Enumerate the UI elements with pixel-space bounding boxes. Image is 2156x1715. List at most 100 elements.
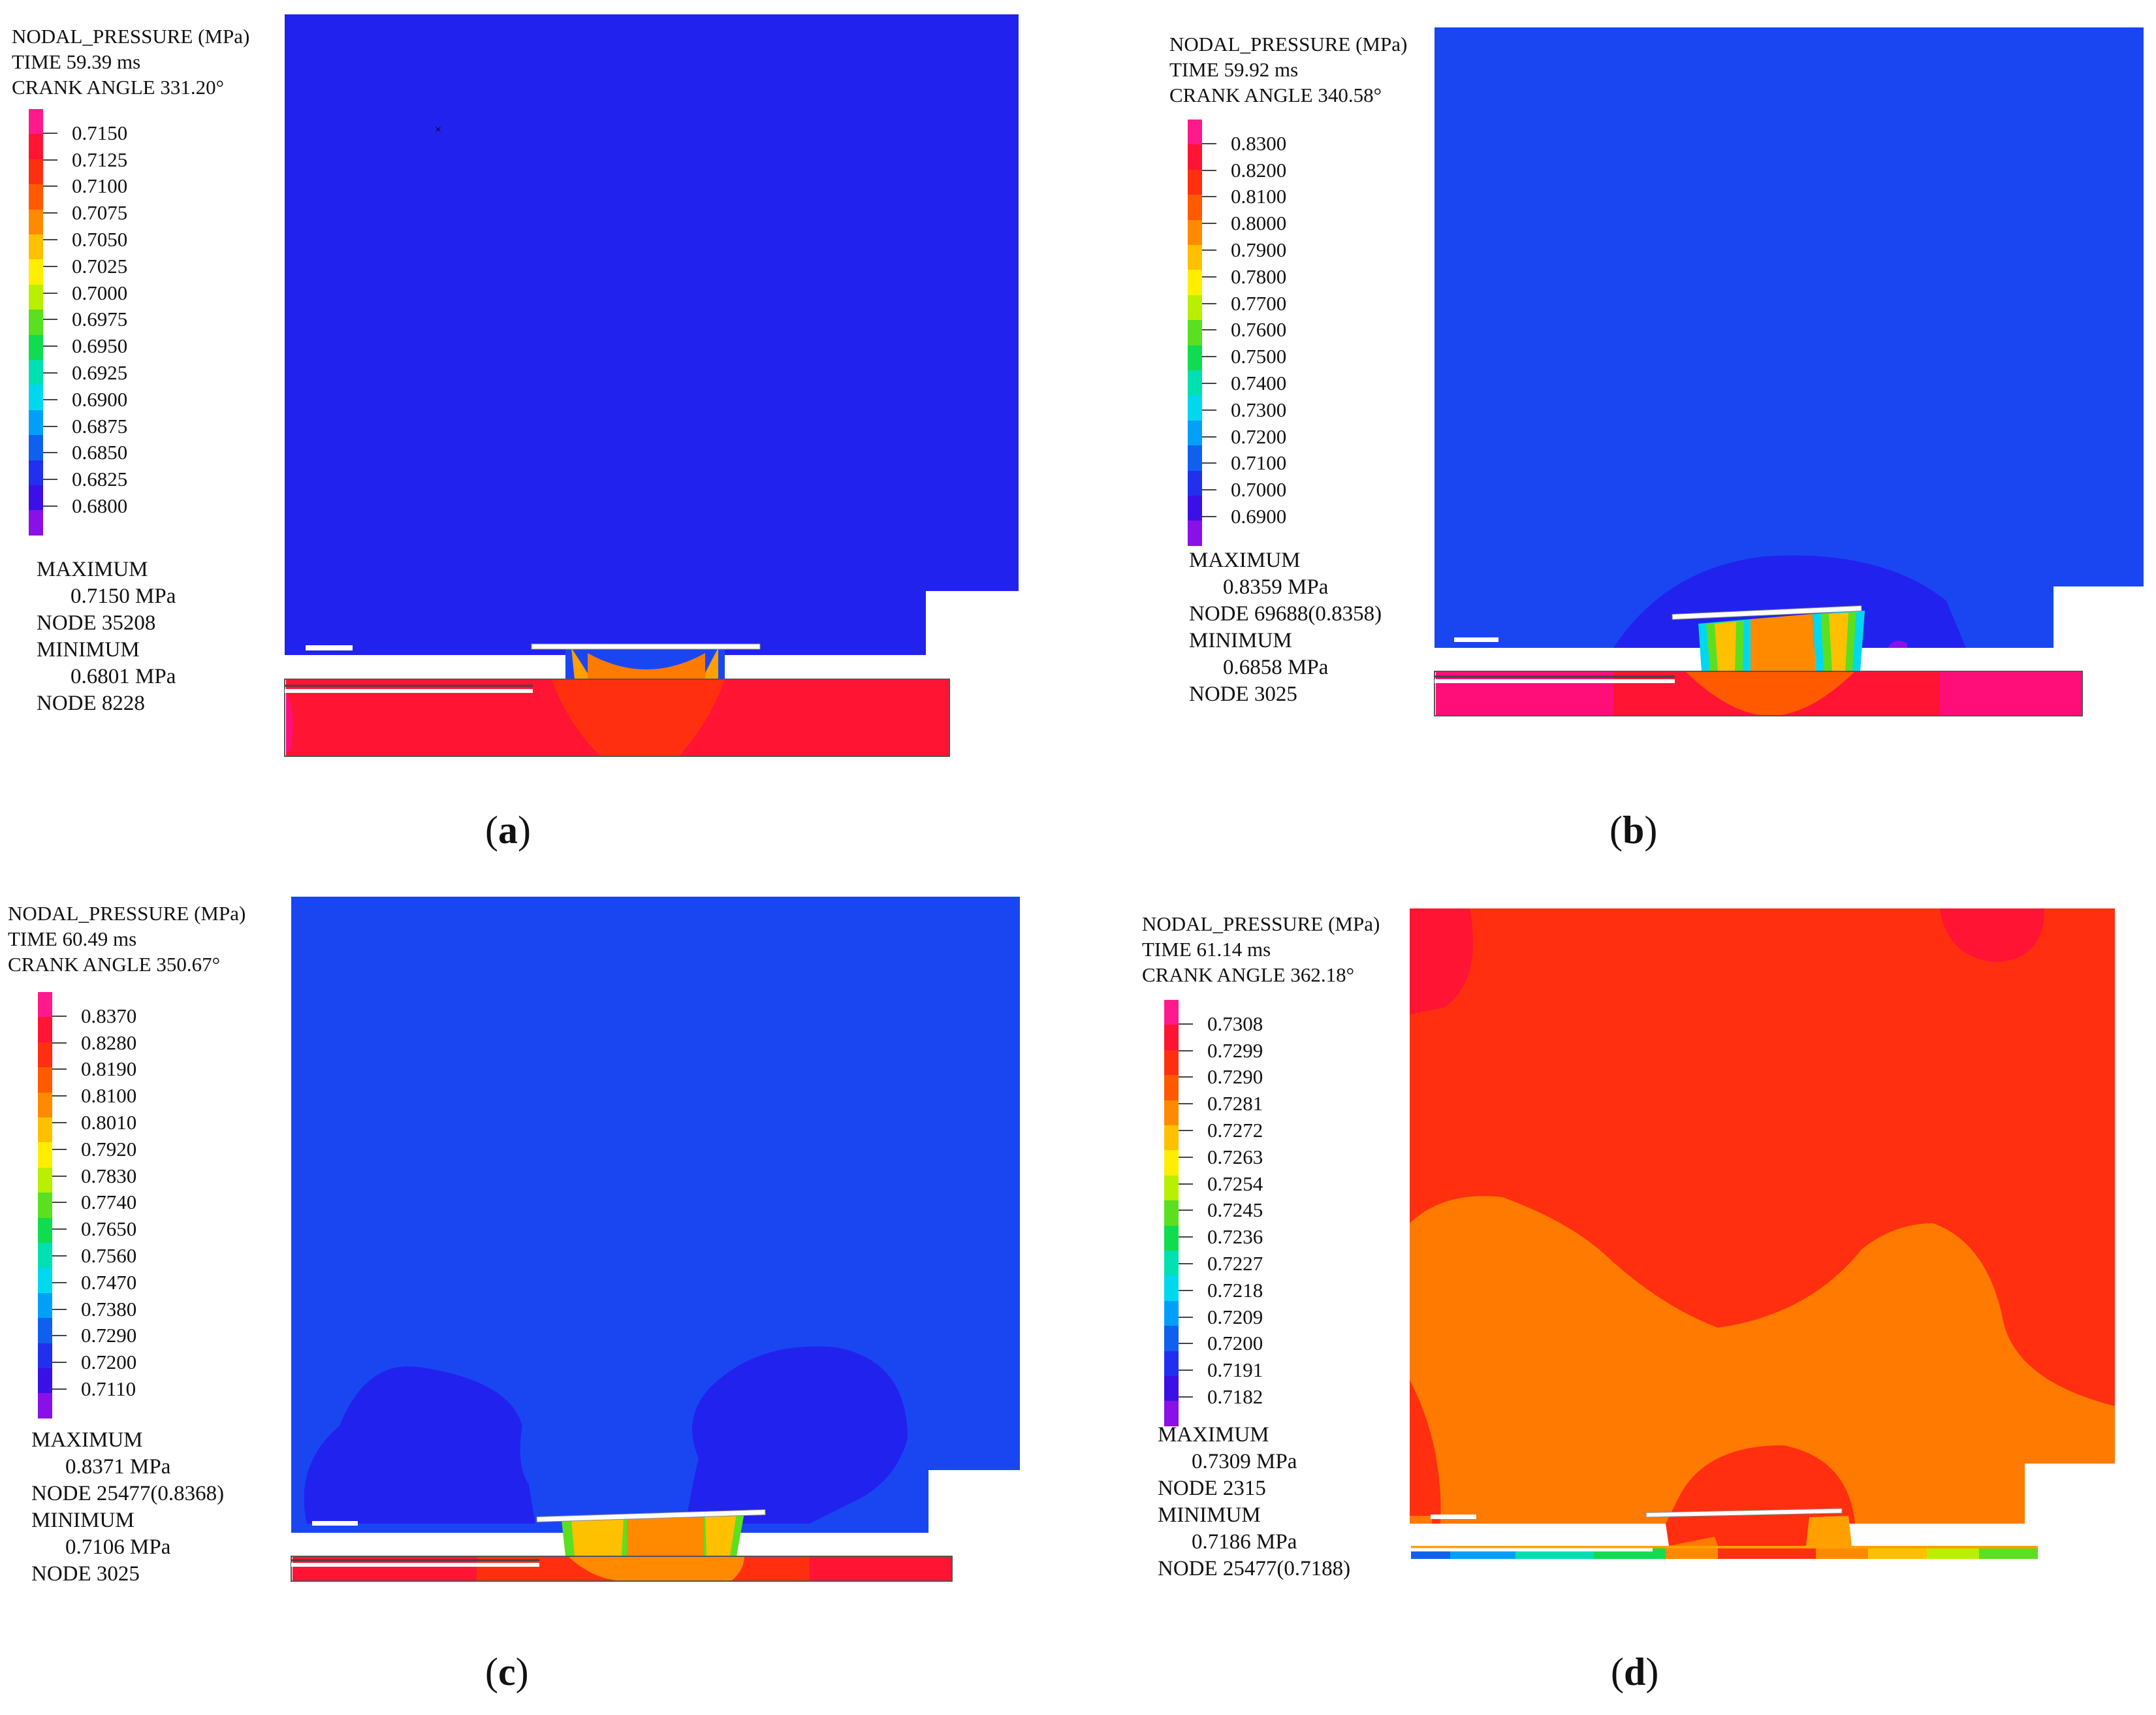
legend-color-step — [29, 310, 43, 336]
legend-value: 0.7650 — [81, 1217, 137, 1241]
time-label: TIME 59.39 ms — [12, 50, 141, 73]
crank-angle-label: CRANK ANGLE 350.67° — [8, 953, 220, 976]
legend-color-step — [29, 460, 43, 486]
legend-color-step — [1164, 1100, 1179, 1126]
legend-value: 0.7920 — [81, 1137, 137, 1161]
variable-label: NODAL_PRESSURE (MPa) — [8, 902, 246, 925]
legend-tick — [1202, 436, 1216, 438]
legend-value: 0.7150 — [72, 121, 128, 144]
legend-value: 0.8100 — [1231, 185, 1287, 208]
legend-value: 0.7110 — [81, 1377, 136, 1400]
maximum-node: NODE 25477(0.8368) — [31, 1482, 225, 1505]
variable-label: NODAL_PRESSURE (MPa) — [1169, 33, 1408, 56]
legend-value: 0.7209 — [1207, 1305, 1263, 1328]
legend-tick — [43, 425, 57, 427]
legend-value: 0.8000 — [1231, 212, 1287, 235]
maximum-value: 0.8359 MPa — [1223, 575, 1329, 599]
minimum-value: 0.6858 MPa — [1223, 656, 1329, 679]
legend-tick — [43, 319, 57, 321]
legend-value: 0.7800 — [1231, 264, 1287, 288]
legend-tick — [1179, 1370, 1193, 1371]
legend-value: 0.8300 — [1231, 131, 1287, 155]
legend-value: 0.7200 — [81, 1351, 137, 1374]
legend-tick — [43, 238, 57, 240]
legend-tick — [52, 1148, 67, 1150]
legend-value: 0.7400 — [1231, 371, 1287, 394]
maximum-label: MAXIMUM — [1158, 1423, 1269, 1447]
pressure-contour-plot: × — [284, 14, 1019, 757]
legend-color-step — [1188, 169, 1202, 195]
legend-value: 0.7500 — [1231, 345, 1287, 368]
legend-tick — [52, 1255, 67, 1257]
legend-color-bar — [29, 109, 43, 536]
legend-value: 0.7191 — [1207, 1358, 1263, 1382]
maximum-node: NODE 2315 — [1158, 1477, 1266, 1500]
legend-color-step — [1188, 445, 1202, 472]
legend-tick — [43, 212, 57, 214]
legend-color-step — [1188, 219, 1202, 246]
legend-value: 0.8010 — [81, 1110, 137, 1134]
legend-color-step — [29, 134, 43, 160]
legend-value: 0.7308 — [1207, 1012, 1263, 1035]
cylinder-region — [1435, 27, 2144, 648]
legend-value: 0.7900 — [1231, 238, 1287, 261]
legend-color-step — [38, 1042, 52, 1068]
legend-tick — [43, 505, 57, 507]
legend-color-step — [1164, 1351, 1179, 1377]
legend-color-step — [29, 485, 43, 511]
legend-color-step — [29, 334, 43, 361]
legend-color-step — [1164, 1401, 1179, 1427]
time-label: TIME 61.14 ms — [1142, 938, 1271, 961]
panel-caption: (b) — [1609, 809, 1658, 852]
legend-color-step — [29, 259, 43, 285]
legend-header: NODAL_PRESSURE (MPa) TIME 59.39 ms CRANK… — [12, 24, 249, 100]
legend-color-step — [38, 1117, 52, 1143]
stats-block: MAXIMUM 0.7309 MPa NODE 2315 MINIMUM 0.7… — [1158, 1422, 1350, 1582]
legend-value: 0.7227 — [1207, 1251, 1263, 1275]
legend-color-step — [1164, 1376, 1179, 1402]
variable-label: NODAL_PRESSURE (MPa) — [12, 25, 250, 48]
legend-color-step — [38, 1142, 52, 1168]
legend-value: 0.7281 — [1207, 1092, 1263, 1115]
legend-value: 0.6950 — [72, 334, 128, 358]
legend-tick — [1179, 1343, 1193, 1345]
legend-color-step — [1164, 1200, 1179, 1226]
legend-color-step — [38, 1193, 52, 1219]
legend-color-step — [38, 1268, 52, 1294]
legend-tick — [1202, 356, 1216, 358]
crank-angle-label: CRANK ANGLE 331.20° — [12, 76, 224, 99]
legend-color-step — [38, 1167, 52, 1193]
legend-tick — [52, 1121, 67, 1123]
svg-text:×: × — [435, 123, 441, 136]
legend-tick — [1202, 276, 1216, 278]
legend-color-step — [29, 435, 43, 461]
legend-tick — [1202, 196, 1216, 198]
time-label: TIME 60.49 ms — [8, 927, 137, 950]
legend-tick — [52, 1228, 67, 1230]
legend-header: NODAL_PRESSURE (MPa) TIME 61.14 ms CRANK… — [1142, 911, 1380, 987]
maximum-label: MAXIMUM — [37, 558, 148, 581]
legend-color-step — [1188, 345, 1202, 371]
legend-tick — [52, 1175, 67, 1177]
legend-tick — [1202, 169, 1216, 171]
legend-color-bar — [38, 992, 52, 1419]
legend-tick — [1202, 249, 1216, 251]
panel-a: NODAL_PRESSURE (MPa) TIME 59.39 ms CRANK… — [0, 0, 1078, 858]
legend-value: 0.7236 — [1207, 1225, 1263, 1249]
legend-color-step — [29, 385, 43, 411]
legend-color-step — [38, 1343, 52, 1369]
legend-tick — [1179, 1236, 1193, 1238]
legend-value: 0.8100 — [81, 1084, 137, 1108]
crank-angle-label: CRANK ANGLE 362.18° — [1142, 963, 1354, 986]
minimum-node: NODE 3025 — [31, 1562, 140, 1586]
legend-tick — [1202, 329, 1216, 331]
legend-color-step — [1188, 496, 1202, 521]
legend-value: 0.7290 — [81, 1324, 137, 1347]
legend-color-step — [1188, 295, 1202, 321]
legend-tick — [43, 159, 57, 161]
legend-color-step — [1164, 1025, 1179, 1051]
legend-tick — [43, 398, 57, 400]
legend-value: 0.6975 — [72, 308, 128, 331]
legend-value: 0.6900 — [72, 387, 128, 411]
maximum-label: MAXIMUM — [1189, 549, 1301, 572]
